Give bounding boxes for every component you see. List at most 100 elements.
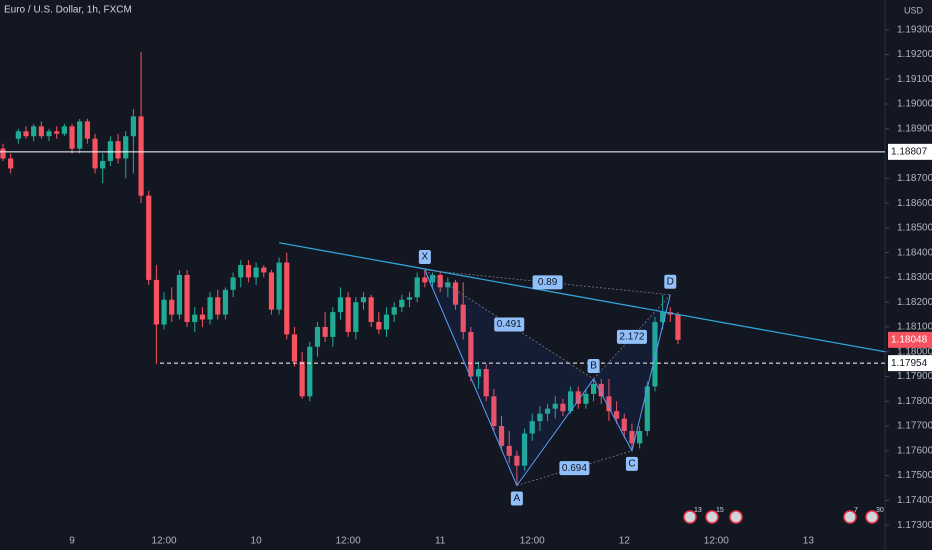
y-tick-label: 1.19000 [897,99,932,110]
candle-body [675,314,681,340]
event-icon [705,510,719,524]
ratio-label: 0.694 [562,463,587,474]
event-count: 15 [716,507,724,514]
candle-body [291,334,298,362]
point-label: C [628,458,635,469]
candle-body [460,304,466,332]
candle-body [452,282,459,305]
ratio-label: 0.491 [497,319,522,330]
event-count: 13 [694,507,702,514]
candle-body [537,413,543,422]
event-icon [865,510,879,524]
candle-body [123,136,129,159]
candle-body [360,297,367,303]
candle-body [552,403,558,409]
candle-body [169,299,175,315]
x-tick-label: 10 [251,536,263,547]
candle-body [92,138,98,169]
ratio-label: 0.89 [538,277,558,288]
ratio-box [616,329,647,344]
candle-body [107,141,113,162]
candle-body [337,297,344,313]
y-tick-label: 1.18900 [897,123,932,134]
candle-body [130,116,136,137]
candle-body [238,265,244,278]
y-tick-label: 1.19100 [897,74,932,85]
candle-body [437,274,443,288]
candle-body [100,161,106,169]
candle-body [575,391,581,404]
candle-body [583,393,589,404]
point-box [664,274,677,289]
candle-body [261,267,267,273]
point-box [587,358,600,373]
candle-body [8,158,14,169]
y-tick-label: 1.18400 [897,247,932,258]
event-icon [843,510,857,524]
candle-body [176,274,183,315]
candle-body [222,289,229,315]
x-tick-label: 11 [435,536,446,547]
candle-body [77,121,83,149]
candle-body [414,277,420,298]
candle-body [383,314,390,330]
candle-body [84,121,90,139]
candle-body [299,361,305,397]
y-tick-label: 1.18200 [897,297,932,308]
candle-body [0,148,6,159]
candle-body [652,322,658,387]
candle-body [598,383,604,397]
candle-body [483,369,489,397]
candle-body [521,433,528,466]
candle-body [376,322,382,330]
candle-body [253,267,259,278]
candle-body [161,299,167,325]
candle-body [23,131,29,137]
candle-body [31,126,37,137]
event-icon [683,510,697,524]
x-tick-label: 9 [69,536,75,547]
trendline [279,242,886,353]
x-tick-label: 13 [803,536,815,547]
last-price-label: 1.18048 [891,334,928,345]
candle-body [475,369,482,377]
candle-body [146,195,152,280]
y-tick-label: 1.18300 [897,272,932,283]
candle-body [637,431,643,444]
point-label: X [422,252,429,263]
candle-body [491,396,497,427]
candle-body [314,326,321,347]
x-tick-label: 12:00 [336,536,361,547]
price-label-box [888,355,932,372]
last-price-box [888,331,932,348]
pattern-fill [424,270,594,486]
event-icon [729,510,743,524]
candle-body [422,277,428,283]
ratio-box [532,275,563,290]
candle-body [245,265,252,278]
candle-body [322,326,328,337]
candle-body [46,131,52,137]
ratio-box [494,317,525,332]
y-tick-label: 1.18100 [897,322,932,333]
candle-body [644,386,650,432]
candle-body [445,282,451,288]
price-label-box [888,143,932,160]
candle-body [345,297,351,332]
y-tick-label: 1.17900 [897,371,932,382]
event-count: 7 [854,507,858,514]
ratio-line [424,269,671,296]
candle-body [54,131,60,134]
candle-body [61,126,67,134]
y-tick-label: 1.19300 [897,24,932,35]
y-tick-label: 1.18700 [897,173,932,184]
candle-body [207,297,213,320]
price-label: 1.17954 [891,358,928,369]
candle-body [506,445,512,456]
currency-label: USD [904,5,924,15]
point-box [418,250,431,264]
candle-body [330,312,336,337]
y-tick-label: 1.18600 [897,198,932,209]
candle-body [153,279,159,325]
